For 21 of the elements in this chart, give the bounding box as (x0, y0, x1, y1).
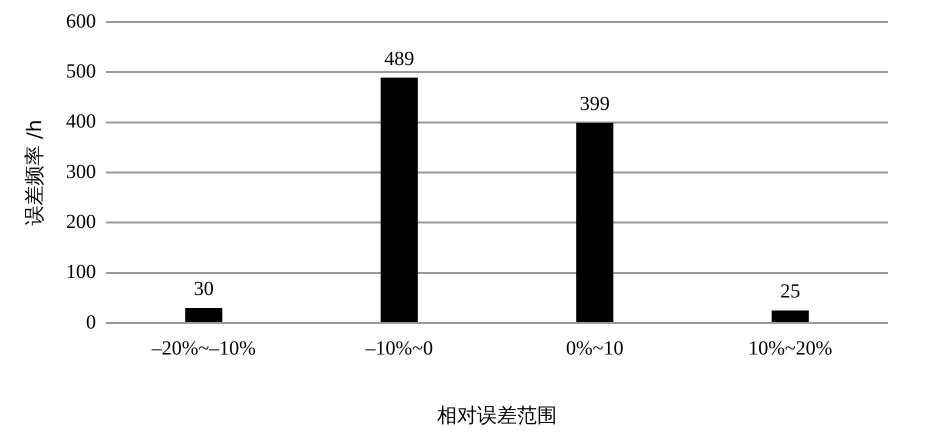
x-tick-label: 10%~20% (748, 337, 832, 360)
x-tick-label: –10%~0 (364, 337, 433, 360)
x-tick-label: –20%~–10% (150, 337, 256, 360)
y-tick-label: 500 (66, 60, 96, 82)
bar (576, 122, 614, 322)
bar (772, 310, 809, 322)
data-label: 399 (580, 93, 610, 116)
y-tick-label: 100 (66, 261, 96, 284)
data-label: 30 (194, 278, 214, 300)
bar (380, 78, 418, 322)
data-label: 489 (384, 48, 414, 70)
y-tick-label: 200 (66, 210, 96, 233)
y-axis-title: 误差频率 /h (22, 120, 46, 226)
x-axis-title: 相对误差范围 (437, 403, 557, 428)
y-tick-label: 400 (66, 110, 96, 133)
y-tick-label: 300 (66, 160, 96, 183)
x-tick-label: 0%~10 (566, 337, 624, 360)
y-tick-label: 600 (66, 10, 96, 32)
data-label: 25 (780, 280, 800, 303)
y-tick-label: 0 (86, 311, 96, 334)
bar (185, 308, 222, 322)
